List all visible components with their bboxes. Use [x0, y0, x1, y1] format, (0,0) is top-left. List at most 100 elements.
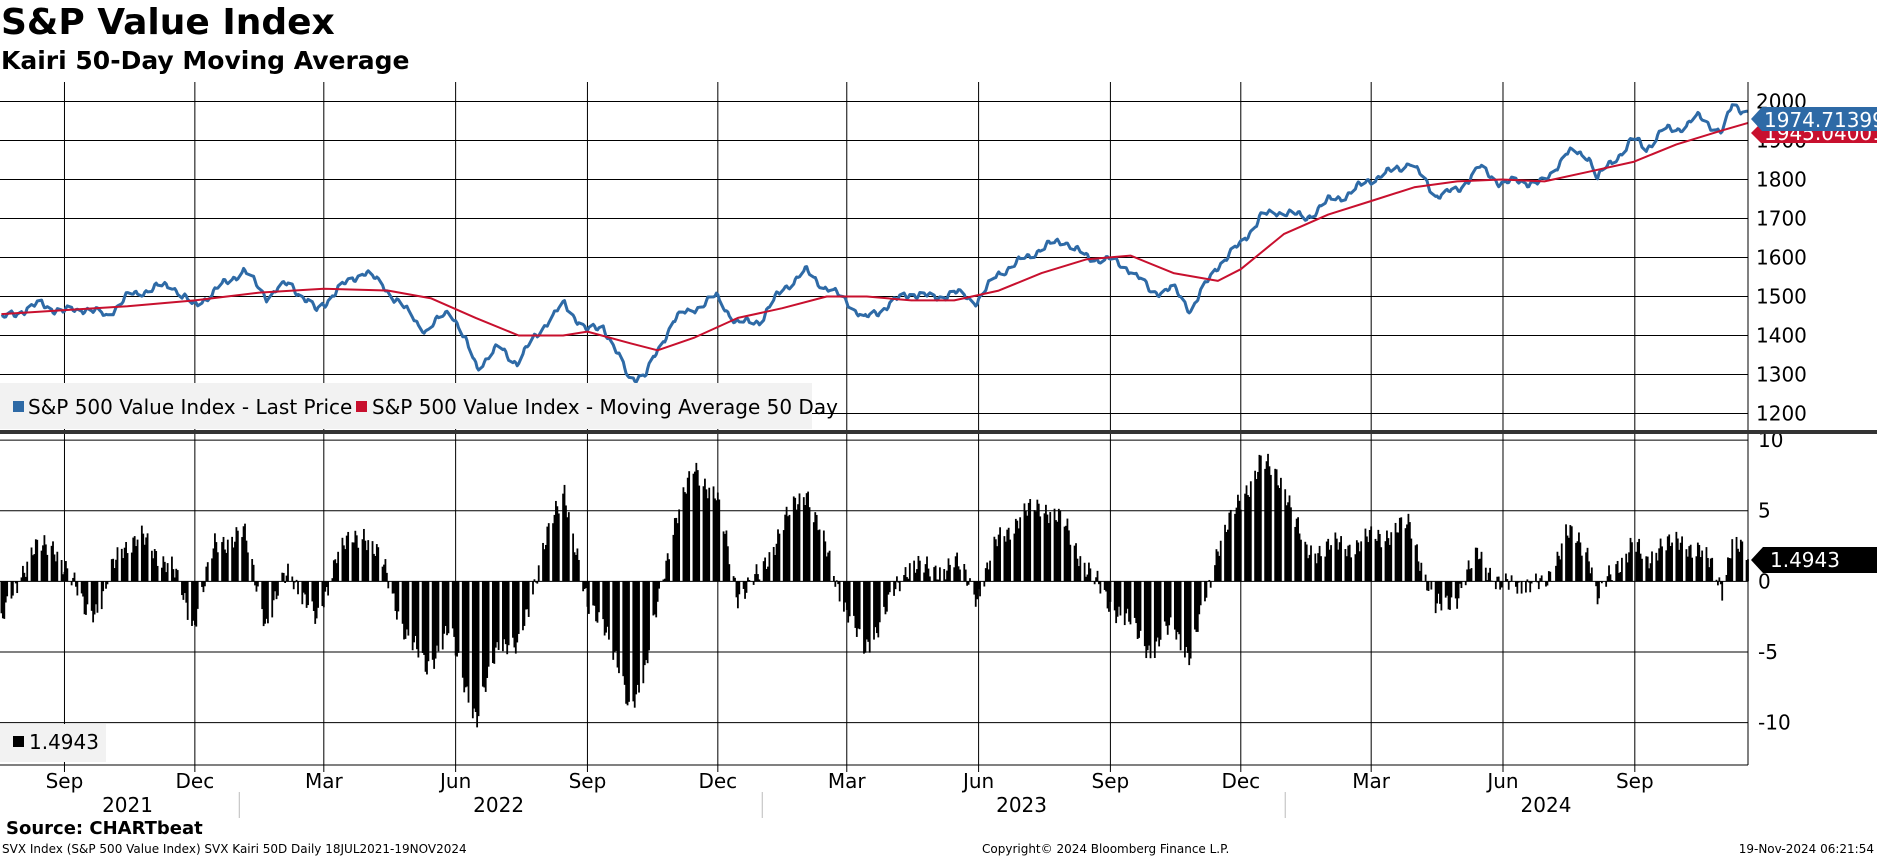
kairi-bar	[1297, 517, 1300, 582]
kairi-bar	[973, 581, 976, 595]
kairi-bar	[20, 577, 23, 582]
kairi-bar	[255, 581, 258, 592]
kairi-bar	[181, 581, 183, 596]
kairi-bar	[504, 581, 507, 645]
footer-description: SVX Index (S&P 500 Value Index) SVX Kair…	[2, 842, 467, 856]
kairi-bar	[1113, 581, 1116, 611]
kairi-bar	[956, 552, 959, 582]
kairi-bar	[1056, 521, 1059, 582]
tag-kairi-value: 1.4943	[1770, 548, 1840, 572]
kairi-bar	[40, 550, 43, 582]
kairi-bar	[92, 581, 95, 623]
kairi-bar	[195, 581, 198, 627]
month-label: Sep	[1616, 769, 1654, 793]
kairi-bar	[172, 569, 175, 582]
kairi-bar	[977, 581, 980, 590]
kairi-bar	[1035, 511, 1037, 582]
kairi-bar	[858, 581, 861, 630]
kairi-bar	[1487, 572, 1490, 582]
kairi-bar	[516, 581, 519, 643]
kairi-bar	[133, 536, 136, 582]
kairi-bar	[1288, 495, 1291, 582]
kairi-bar	[1420, 562, 1423, 582]
kairi-bar	[226, 539, 229, 582]
kairi-bar	[1066, 518, 1069, 582]
kairi-bar	[1408, 522, 1411, 582]
kairi-bar	[636, 581, 639, 685]
kairi-bar	[1737, 548, 1739, 582]
kairi-bar	[1390, 532, 1393, 582]
kairi-bar	[652, 581, 655, 616]
kairi-bar	[1386, 530, 1388, 582]
kairi-bar	[1679, 542, 1682, 582]
kairi-bar	[281, 572, 284, 582]
kairi-bar	[221, 542, 223, 582]
kairi-bar	[1547, 571, 1550, 582]
kairi-bar	[431, 581, 434, 660]
kairi-bar	[908, 563, 911, 582]
kairi-bar	[1474, 547, 1477, 582]
kairi-bar	[406, 581, 408, 630]
kairi-bar	[1656, 560, 1659, 582]
kairi-bar	[744, 581, 746, 599]
kairi-bar	[1510, 575, 1513, 582]
kairi-bar	[1568, 537, 1570, 582]
kairi-bar	[715, 500, 718, 582]
kairi-bar	[136, 539, 139, 582]
kairi-bar	[1600, 581, 1603, 584]
month-label: Sep	[1092, 769, 1130, 793]
kairi-bar	[1125, 581, 1128, 614]
kairi-bar	[1156, 581, 1159, 638]
kairi-bar	[324, 581, 327, 592]
kairi-bar	[947, 558, 950, 582]
kairi-bar	[1328, 549, 1331, 582]
kairi-bar	[1636, 542, 1639, 582]
kairi-bar	[1628, 552, 1630, 582]
kairi-bar	[663, 578, 666, 582]
kairi-bar	[377, 547, 380, 582]
kairi-bar	[957, 566, 960, 582]
kairi-bar	[547, 523, 550, 582]
kairi-bar	[536, 581, 539, 584]
kairi-bar	[1457, 581, 1460, 599]
kairi-bar	[423, 581, 426, 655]
series-line-moving-average	[1, 121, 1749, 352]
kairi-bar	[337, 551, 340, 582]
tag-last-price	[1751, 107, 1877, 131]
kairi-bar	[374, 555, 377, 582]
kairi-bar	[675, 517, 678, 582]
kairi-bar	[1199, 581, 1202, 606]
kairi-bar	[888, 581, 891, 593]
kairi-bar	[1566, 535, 1569, 582]
kairi-bar	[877, 581, 880, 638]
kairi-bar	[1280, 477, 1282, 582]
kairi-bar	[1741, 541, 1744, 582]
kairi-bar	[265, 581, 268, 619]
kairi-bar	[577, 559, 580, 582]
kairi-bar	[1268, 466, 1271, 582]
kairi-bar	[1576, 541, 1579, 582]
kairi-bar	[327, 581, 330, 596]
kairi-bar	[1608, 565, 1610, 582]
kairi-bar	[1143, 581, 1146, 647]
kairi-bar	[747, 577, 749, 582]
kairi-bar	[1609, 574, 1612, 582]
kairi-bar	[10, 581, 13, 599]
kairi-bar	[1509, 581, 1512, 583]
kairi-bar	[714, 498, 716, 582]
kairi-bar	[906, 577, 908, 582]
kairi-bar	[897, 581, 900, 583]
kairi-bar	[454, 581, 457, 656]
kairi-bar	[1247, 495, 1249, 582]
kairi-bar	[476, 581, 479, 728]
kairi-bar	[277, 581, 279, 596]
kairi-bar	[784, 514, 787, 582]
kairi-bar	[416, 581, 418, 650]
kairi-bar	[555, 500, 557, 582]
kairi-bar	[244, 523, 246, 582]
kairi-bar	[1004, 541, 1007, 582]
kairi-bar	[939, 567, 941, 582]
kairi-bar	[90, 581, 93, 611]
kairi-bar	[457, 581, 460, 653]
kairi-bar	[987, 569, 990, 582]
